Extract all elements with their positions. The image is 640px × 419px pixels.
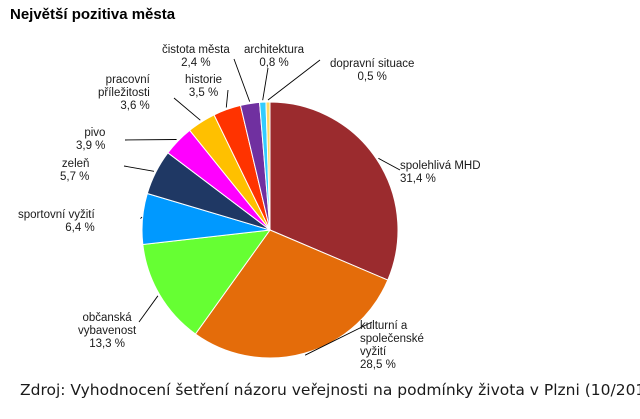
data-label: čistota města 2,4 %: [162, 44, 230, 70]
data-label: kulturní a společenské vyžití 28,5 %: [360, 320, 424, 372]
pie-slice: [265, 101, 271, 231]
slice-value: 2,4 %: [181, 57, 211, 69]
slice-value: 31,4 %: [400, 173, 436, 185]
slice-value: 5,7 %: [60, 171, 90, 183]
slice-label: architektura: [244, 44, 305, 56]
data-label: sportovní vyžití 6,4 %: [18, 209, 95, 235]
leader-line: [173, 97, 201, 121]
slice-label: pracovní příležitosti: [98, 74, 150, 99]
data-label: pracovní příležitosti 3,6 %: [98, 74, 150, 113]
leader-line: [233, 58, 251, 102]
pie-slice: [194, 229, 389, 359]
data-label: pivo 3,9 %: [76, 127, 105, 153]
slice-label: čistota města: [162, 44, 230, 56]
slice-label: pivo: [84, 127, 106, 139]
pie-slice: [269, 101, 399, 281]
slice-value: 3,6 %: [120, 100, 150, 112]
pie-slice: [142, 229, 272, 335]
slice-label: občanská vybavenost: [78, 312, 137, 337]
source-note: Zdroj: Vyhodnocení šetření názoru veřejn…: [20, 381, 640, 399]
slice-value: 28,5 %: [360, 359, 396, 371]
slice-label: sportovní vyžití: [18, 209, 95, 221]
data-label: spolehlivá MHD 31,4 %: [400, 160, 481, 186]
slice-label: zeleň: [61, 158, 90, 170]
chart-title: Největší pozitiva města: [10, 6, 176, 23]
leader-line: [138, 295, 159, 323]
slice-value: 0,5 %: [357, 71, 387, 83]
data-label: občanská vybavenost 13,3 %: [78, 312, 136, 351]
data-label: zeleň 5,7 %: [60, 158, 89, 184]
slice-value: 13,3 %: [89, 338, 125, 350]
slice-label: historie: [185, 74, 223, 86]
slice-value: 0,8 %: [259, 57, 289, 69]
leader-line: [378, 157, 401, 171]
data-label: historie 3,5 %: [185, 74, 222, 100]
slice-label: kulturní a společenské vyžití: [360, 320, 424, 358]
leader-line: [304, 321, 373, 356]
slice-label: dopravní situace: [330, 58, 415, 70]
slice-label: spolehlivá MHD: [400, 160, 481, 172]
leader-line: [262, 67, 269, 101]
leader-line: [140, 216, 143, 219]
slice-value: 6,4 %: [65, 222, 95, 234]
slice-value: 3,5 %: [188, 87, 219, 99]
leader-line: [267, 59, 321, 101]
leader-line: [124, 139, 177, 141]
leader-line: [225, 89, 229, 108]
leader-line: [123, 165, 155, 172]
data-label: dopravní situace 0,5 %: [330, 58, 414, 84]
slice-value: 3,9 %: [76, 140, 106, 152]
data-label: architektura 0,8 %: [244, 44, 304, 70]
